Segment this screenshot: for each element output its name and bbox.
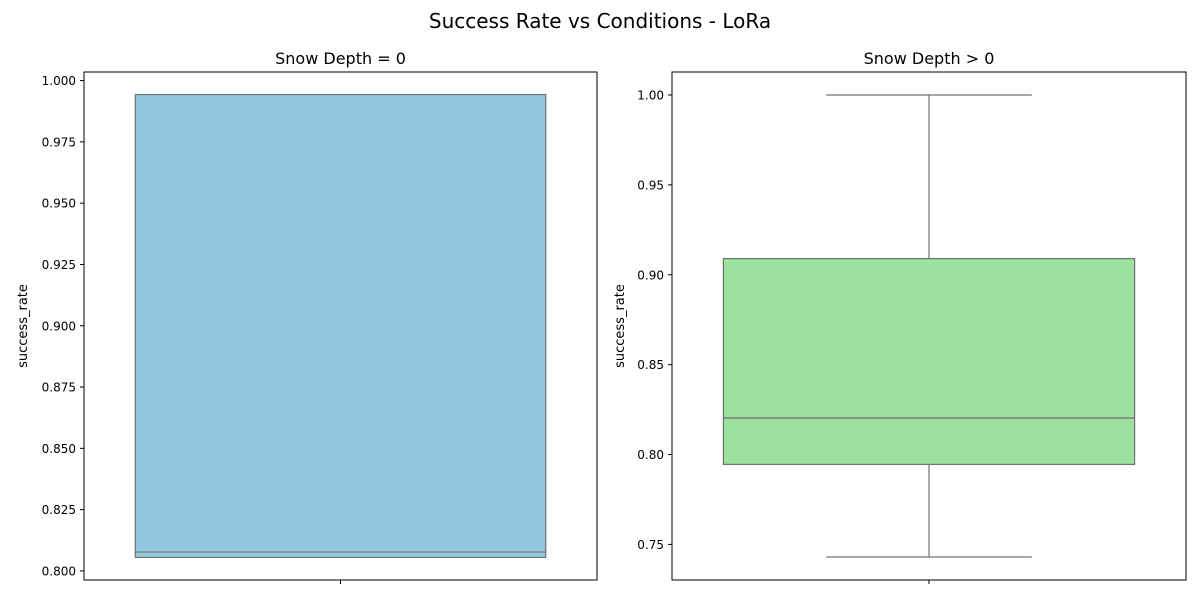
y-tick-label: 0.925 bbox=[42, 258, 76, 272]
axes-frame bbox=[671, 71, 1187, 581]
subplot-2: Snow Depth > 0 success_rate 0.75 0.80 0.85 0.… bbox=[613, 49, 1187, 584]
y-axis-label: success_rate bbox=[613, 284, 628, 368]
y-tick-label: 0.95 bbox=[637, 178, 664, 192]
y-tick-label: 0.950 bbox=[42, 197, 76, 211]
y-tick-label: 0.800 bbox=[42, 564, 76, 578]
y-tick-label: 0.850 bbox=[42, 442, 76, 456]
subplot-title: Snow Depth > 0 bbox=[864, 49, 995, 68]
y-tick-label: 1.000 bbox=[42, 74, 76, 88]
box-iqr bbox=[134, 93, 547, 559]
y-axis-label: success_rate bbox=[16, 284, 31, 368]
axes-frame bbox=[83, 71, 598, 581]
subplot-title: Snow Depth = 0 bbox=[275, 49, 406, 68]
y-tick-label: 0.85 bbox=[637, 358, 664, 372]
y-tick-label: 0.875 bbox=[42, 381, 76, 395]
y-tick-label: 0.90 bbox=[637, 268, 664, 282]
y-tick-label: 0.80 bbox=[637, 448, 664, 462]
figure-title: Success Rate vs Conditions - LoRa bbox=[429, 9, 771, 33]
y-tick-label: 0.75 bbox=[637, 538, 664, 552]
y-tick-label: 0.900 bbox=[42, 319, 76, 333]
y-tick-label: 0.975 bbox=[42, 135, 76, 149]
y-tick-label: 0.825 bbox=[42, 503, 76, 517]
y-tick-label: 1.00 bbox=[637, 89, 664, 103]
subplots: Snow Depth = 0 success_rate 0.800 0.825 0.85… bbox=[16, 49, 1187, 584]
box-iqr bbox=[722, 257, 1136, 466]
subplot-1: Snow Depth = 0 success_rate 0.800 0.825 0.85… bbox=[16, 49, 598, 584]
